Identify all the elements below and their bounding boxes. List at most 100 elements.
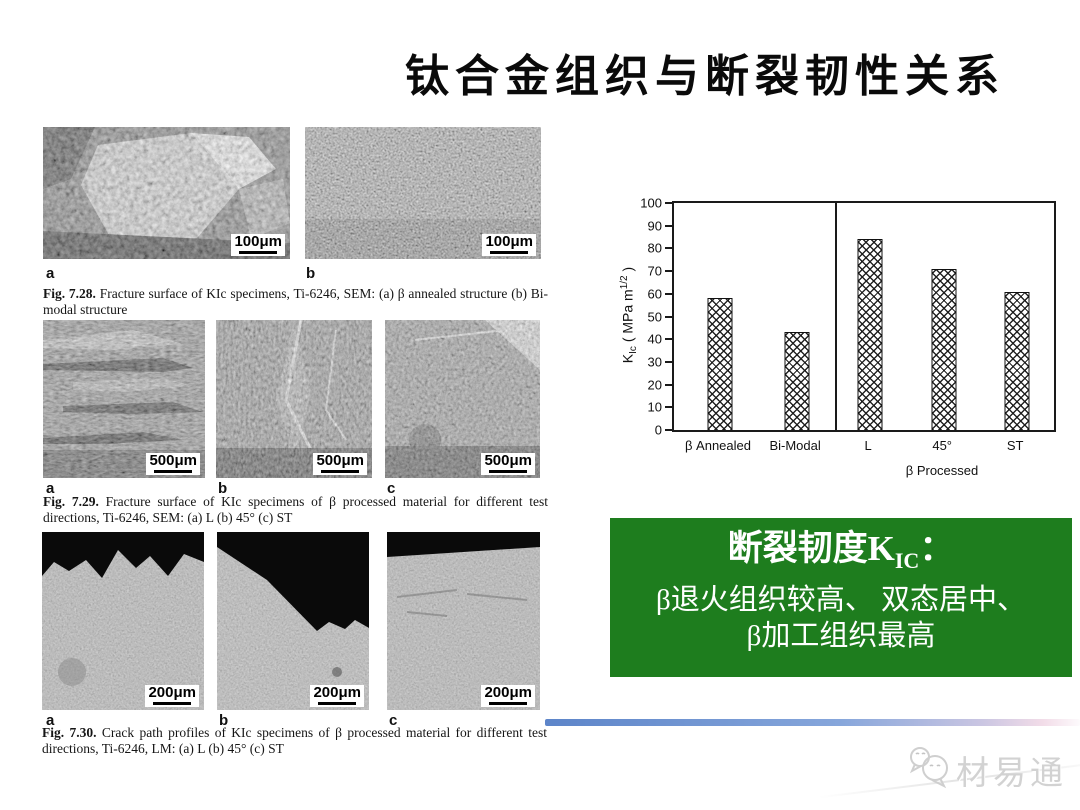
bottom-accent-bar bbox=[545, 719, 1080, 726]
conclusion-line1: 断裂韧度KIC： bbox=[610, 528, 1072, 582]
scale-bar-label: 500μm bbox=[484, 452, 532, 469]
bar-Bi-Modal bbox=[784, 332, 810, 430]
panel-letter-a: a bbox=[46, 712, 55, 729]
lm-image-7-30b: 200μm bbox=[217, 532, 369, 710]
bar-45° bbox=[931, 268, 957, 430]
scale-bar: 500μm bbox=[146, 453, 200, 475]
conclusion-box: 断裂韧度KIC： β退火组织较高、 双态居中、 β加工组织最高 bbox=[610, 518, 1072, 677]
lm-image-7-30c: 200μm bbox=[387, 532, 540, 710]
panel-letter-b: b bbox=[218, 480, 228, 497]
sem-image-7-28b: 100μm bbox=[305, 127, 541, 259]
y-tick-label: 50 bbox=[647, 309, 662, 324]
sem-image-7-29b: 500μm bbox=[216, 320, 372, 478]
brand-name: 材易通 bbox=[956, 756, 1067, 792]
y-tick-label: 0 bbox=[654, 422, 662, 438]
y-axis-label-sub: Ic bbox=[628, 346, 640, 354]
scale-bar-label: 200μm bbox=[148, 684, 196, 701]
y-tick-mark bbox=[665, 406, 674, 409]
y-tick-label: 40 bbox=[647, 331, 662, 347]
scale-bar: 200μm bbox=[310, 685, 364, 707]
y-axis-label-end: ) bbox=[619, 266, 636, 276]
lm-texture bbox=[217, 532, 369, 710]
kic-bar-chart: KIc ( MPa m1/2 ) 0 10 20 30 40 50 60 70 80 90 100 … bbox=[615, 195, 1080, 495]
lm-texture bbox=[42, 532, 204, 710]
scale-bar: 100μm bbox=[231, 234, 285, 256]
sem-image-7-29c: 500μm bbox=[385, 320, 540, 478]
chart-x-labels: β Annealed Bi-Modal L 45° ST bbox=[672, 438, 1052, 456]
bar-ST bbox=[1004, 291, 1030, 430]
y-tick-label: 20 bbox=[647, 377, 662, 393]
y-tick-label: 60 bbox=[647, 286, 662, 302]
x-category-label: β Annealed bbox=[684, 438, 751, 453]
scale-bar-line bbox=[154, 470, 192, 473]
brand-watermark: 材易通 bbox=[818, 740, 1080, 799]
figure-7-30: 200μm 200μm 200μm a b c Fig. 7.30. bbox=[42, 532, 547, 767]
scale-bar-line bbox=[490, 251, 528, 254]
panel-letter-b: b bbox=[219, 712, 229, 729]
conclusion-line1-suffix: ： bbox=[919, 529, 955, 568]
caption-label: Fig. 7.29. bbox=[43, 494, 99, 509]
conclusion-line2: β退火组织较高、 双态居中、 bbox=[655, 584, 1026, 616]
x-category-label: 45° bbox=[932, 438, 953, 453]
y-tick-mark bbox=[665, 315, 674, 318]
panel-letter-b: b bbox=[306, 265, 316, 282]
x-category-label: ST bbox=[1006, 438, 1024, 453]
panel-letter-c: c bbox=[389, 712, 398, 729]
scale-bar-label: 200μm bbox=[313, 684, 361, 701]
scale-bar: 500μm bbox=[481, 453, 535, 475]
scale-bar-label: 500μm bbox=[149, 452, 197, 469]
scale-bar: 200μm bbox=[145, 685, 199, 707]
scale-bar-label: 500μm bbox=[316, 452, 364, 469]
caption-7-29: Fig. 7.29. Fracture surface of KIc speci… bbox=[43, 494, 548, 525]
lm-texture bbox=[387, 532, 540, 710]
scale-bar-line bbox=[489, 702, 527, 705]
sem-image-7-28a: 100μm bbox=[43, 127, 290, 259]
y-tick-mark bbox=[665, 224, 674, 227]
y-tick-label: 30 bbox=[647, 354, 662, 370]
figure-7-29: 500μm 500μm 500μm a bbox=[43, 320, 548, 530]
y-tick-mark bbox=[665, 202, 674, 204]
panel-letter-c: c bbox=[387, 480, 396, 497]
conclusion-line1-prefix: 断裂韧度K bbox=[727, 529, 895, 568]
scale-bar-line bbox=[489, 470, 527, 473]
wechat-bubbles-icon bbox=[904, 744, 954, 795]
caption-label: Fig. 7.30. bbox=[42, 725, 97, 740]
bar-L bbox=[857, 239, 883, 430]
y-tick-mark bbox=[665, 360, 674, 363]
figure-7-28: 100μm 100μm a b Fig. 7.28. Fracture surf… bbox=[43, 127, 548, 322]
scale-bar-label: 100μm bbox=[485, 233, 533, 250]
caption-text: Fracture surface of KIc specimens, Ti-62… bbox=[43, 286, 548, 317]
scale-bar-label: 200μm bbox=[484, 684, 532, 701]
x-axis-group-label: β Processed bbox=[905, 463, 979, 478]
lm-image-7-30a: 200μm bbox=[42, 532, 204, 710]
scale-bar: 100μm bbox=[482, 234, 536, 256]
y-tick-label: 70 bbox=[647, 263, 662, 279]
page-title: 钛合金组织与断裂韧性关系 bbox=[405, 52, 1005, 101]
group-divider-line bbox=[835, 203, 838, 430]
caption-7-30: Fig. 7.30. Crack path profiles of KIc sp… bbox=[42, 725, 547, 756]
y-tick-mark bbox=[665, 429, 674, 431]
sem-texture bbox=[216, 320, 372, 478]
y-tick-mark bbox=[665, 292, 674, 295]
y-tick-label: 80 bbox=[647, 240, 662, 256]
y-axis-label-mid: ( MPa m bbox=[619, 289, 636, 347]
bar-β Annealed bbox=[707, 298, 733, 430]
scale-bar: 200μm bbox=[481, 685, 535, 707]
conclusion-line3: β加工组织最高 bbox=[746, 620, 936, 652]
sem-image-7-29a: 500μm bbox=[43, 320, 205, 478]
y-tick-label: 100 bbox=[640, 195, 662, 211]
caption-text: Fracture surface of KIc specimens of β p… bbox=[43, 494, 548, 525]
y-tick-label: 90 bbox=[647, 218, 662, 234]
panel-letter-a: a bbox=[46, 265, 55, 282]
y-axis-label: KIc ( MPa m1/2 ) bbox=[619, 267, 639, 363]
y-axis-label-base: K bbox=[619, 353, 636, 364]
sem-texture bbox=[305, 127, 541, 259]
conclusion-line1-sub: IC bbox=[894, 548, 920, 573]
x-category-label: L bbox=[864, 438, 872, 453]
y-tick-mark bbox=[665, 247, 674, 250]
caption-text: Crack path profiles of KIc specimens of … bbox=[42, 725, 548, 756]
sem-texture bbox=[43, 320, 205, 478]
chart-plot: 0 10 20 30 40 50 60 70 80 90 100 bbox=[640, 196, 1056, 438]
scale-bar: 500μm bbox=[313, 453, 367, 475]
